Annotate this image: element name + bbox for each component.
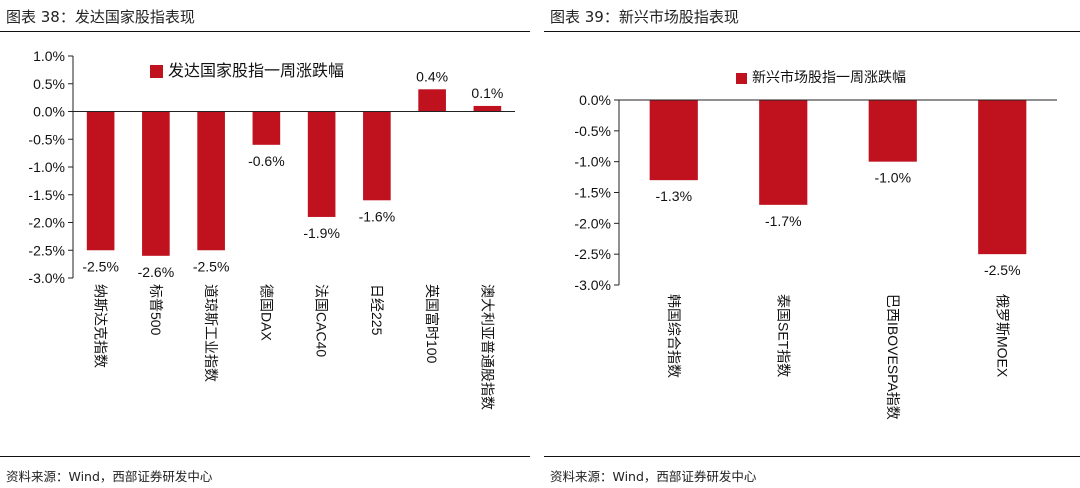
left-source-note: 资料来源：Wind，西部证券研发中心 [6,469,213,484]
right-category-label: 俄罗斯MOEX [994,294,1010,378]
right-legend-label: 新兴市场股指一周涨跌幅 [752,69,906,85]
left-data-label: -1.6% [359,208,396,224]
left-y-tick-label: 0.0% [33,104,65,120]
right-data-label: -2.5% [984,262,1021,278]
left-bar [307,111,336,217]
left-top-rule [0,31,530,32]
left-data-label: -2.5% [193,258,230,274]
right-data-label: -1.0% [874,170,911,186]
right-category-label: 韩国综合指数 [666,294,682,378]
left-category-label: 澳大利亚普通股指数 [479,284,495,410]
left-bar-chart: 1.0% 0.5% 0.0% -0.5% -1.0% -1.5% -2.0% -2.5% -3.… [28,48,515,410]
left-data-label: -0.6% [248,153,285,169]
right-y-tick-label: 0.0% [579,92,611,108]
right-y-tick-label: -1.5% [574,185,611,201]
left-bar [197,111,225,251]
left-figure-title: 图表 38：发达国家股指表现 [6,8,195,26]
left-legend-label: 发达国家股指一周涨跌幅 [168,62,344,80]
right-data-label: -1.3% [655,188,692,204]
left-bar [252,111,281,145]
left-y-tick-label: 0.5% [33,76,65,92]
left-category-label: 日经225 [369,284,385,336]
left-data-label: -1.9% [303,225,340,241]
left-category-label: 德国DAX [258,284,274,341]
right-y-tick-label: -2.5% [574,246,611,262]
left-bar [418,89,446,112]
right-bar [978,100,1027,255]
left-data-label: 0.1% [471,85,503,101]
left-y-tick-label: -0.5% [28,131,65,147]
left-data-label: -2.5% [82,258,119,274]
left-category-label: 法国CAC40 [314,284,330,357]
right-y-tick-label: -3.0% [574,277,611,293]
right-legend-swatch [736,73,747,84]
right-bar [759,100,808,205]
left-data-label: -2.6% [138,264,175,280]
left-y-tick-label: -2.0% [28,215,65,231]
left-y-tick-label: -1.0% [28,159,65,175]
left-y-tick-label: 1.0% [33,48,65,64]
left-category-label: 道琼斯工业指数 [203,284,219,382]
left-bar [86,111,115,251]
right-y-tick-label: -2.0% [574,215,611,231]
left-figure-panel: 图表 38：发达国家股指表现 1.0% 0.5% 0.0% -0.5% -1.0% -1.… [0,0,530,488]
left-legend-swatch [150,65,163,78]
left-y-tick-label: -3.0% [28,270,65,286]
right-top-rule [544,31,1080,32]
left-data-label: 0.4% [416,68,448,84]
right-y-tick-label: -0.5% [574,123,611,139]
left-category-label: 标普500 [148,284,164,336]
left-bar [142,111,170,256]
right-category-label: 巴西IBOVESPA指数 [885,294,901,420]
left-y-tick-label: -2.5% [28,242,65,258]
left-bottom-rule [0,456,530,457]
right-figure-panel: 图表 39：新兴市场股指表现 0.0% -0.5% -1.0% -1.5% -2.0% -… [544,0,1080,488]
left-bar [473,105,502,112]
right-bar [649,100,698,181]
left-category-label: 纳斯达克指数 [93,284,109,368]
right-data-label: -1.7% [765,213,802,229]
right-figure-title: 图表 39：新兴市场股指表现 [550,8,739,26]
right-source-note: 资料来源：Wind，西部证券研发中心 [550,469,757,484]
left-category-label: 英国富时100 [424,284,440,364]
right-bottom-rule [544,456,1080,457]
left-bar [363,111,391,201]
right-bar-chart: 0.0% -0.5% -1.0% -1.5% -2.0% -2.5% -3.0% -1.3% 韩… [574,69,1057,420]
right-bar [868,100,917,162]
right-y-tick-label: -1.0% [574,154,611,170]
left-y-tick-label: -1.5% [28,187,65,203]
right-category-label: 泰国SET指数 [775,294,791,377]
